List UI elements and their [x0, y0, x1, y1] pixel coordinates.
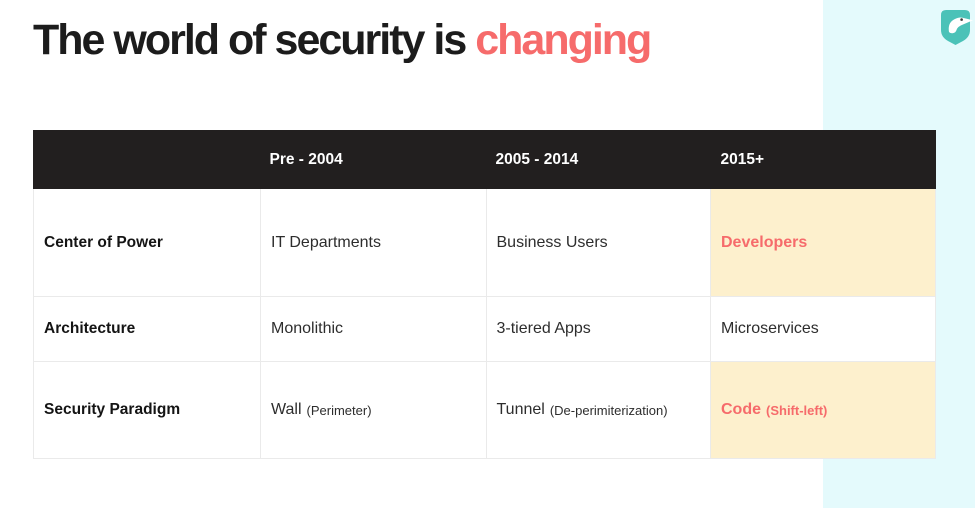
cell-value: 3-tiered Apps	[496, 320, 591, 337]
row-label: Center of Power	[34, 189, 260, 296]
row-label: Security Paradigm	[34, 362, 260, 458]
table-cell: Wall (Perimeter)	[260, 362, 486, 458]
gitguardian-logo-icon	[941, 10, 973, 45]
comparison-table: Pre - 2004 2005 - 2014 2015+ Center of P…	[33, 130, 936, 459]
header-cell-2015-plus: 2015+	[720, 150, 765, 168]
table-cell: IT Departments	[260, 189, 486, 296]
cell-note: (De-perimiterization)	[549, 402, 668, 418]
cell-note: (Perimeter)	[306, 402, 372, 418]
table-cell: Tunnel (De-perimiterization)	[485, 362, 710, 458]
cell-value: Microservices	[721, 320, 819, 337]
table-cell-highlighted: Code (Shift-left)	[710, 362, 935, 458]
table-row-center-of-power: Center of Power IT Departments Business …	[34, 189, 935, 297]
cell-value: Business Users	[496, 233, 608, 251]
cell-value: Developers	[721, 233, 808, 251]
row-label: Architecture	[34, 297, 260, 361]
cell-value: IT Departments	[271, 233, 381, 251]
title-highlight-word: changing	[475, 16, 652, 64]
title-prefix: The world of security is	[33, 16, 476, 64]
table-row-architecture: Architecture Monolithic 3-tiered Apps Mi…	[34, 297, 935, 362]
cell-note: (Shift-left)	[766, 402, 828, 418]
table-cell: 3-tiered Apps	[485, 297, 710, 361]
page-title: The world of security is changing	[33, 16, 652, 64]
header-cell-pre-2004: Pre - 2004	[269, 150, 343, 168]
cell-value: Monolithic	[271, 320, 344, 337]
cell-value: Code	[721, 401, 761, 418]
header-cell-empty	[33, 130, 260, 189]
cell-value: Wall	[271, 401, 302, 418]
table-cell: Microservices	[710, 297, 935, 361]
table-header-row: Pre - 2004 2005 - 2014 2015+	[33, 130, 936, 189]
header-cell-2005-2014: 2005 - 2014	[495, 150, 579, 168]
table-cell: Monolithic	[260, 297, 486, 361]
table-cell: Business Users	[485, 189, 710, 296]
table-row-security-paradigm: Security Paradigm Wall (Perimeter) Tunne…	[34, 362, 935, 458]
table-cell-highlighted: Developers	[710, 189, 935, 296]
cell-value: Tunnel	[496, 401, 545, 418]
